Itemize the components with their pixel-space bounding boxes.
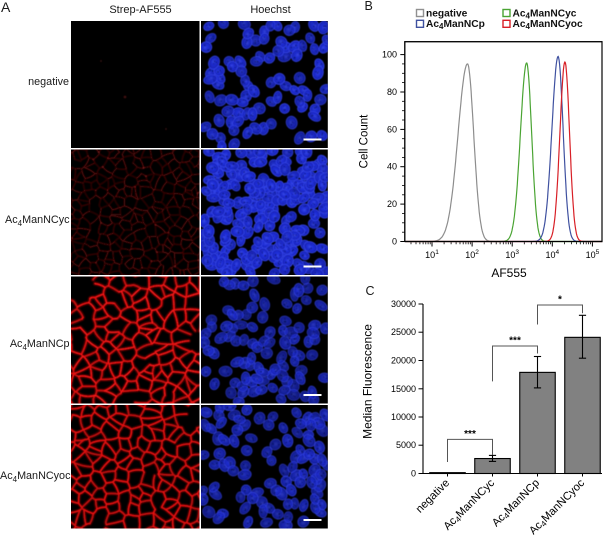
svg-text:30000: 30000 [391, 299, 416, 309]
svg-text:100: 100 [382, 50, 397, 60]
svg-text:Ac4ManNCp: Ac4ManNCp [426, 19, 485, 31]
svg-text:Ac4ManNCyoc: Ac4ManNCyoc [513, 19, 583, 31]
svg-text:60: 60 [387, 124, 397, 134]
svg-text:negative: negative [426, 8, 468, 19]
svg-text:negative: negative [414, 477, 452, 515]
svg-text:0: 0 [411, 469, 416, 479]
svg-text:102: 102 [465, 249, 479, 260]
svg-text:Cell Count: Cell Count [359, 114, 371, 168]
svg-text:10000: 10000 [391, 412, 416, 422]
svg-text:*: * [558, 295, 562, 306]
svg-text:15000: 15000 [391, 384, 416, 394]
svg-text:105: 105 [586, 249, 600, 260]
svg-text:40: 40 [387, 162, 397, 172]
svg-text:80: 80 [387, 87, 397, 97]
svg-text:***: *** [464, 429, 476, 440]
svg-text:5000: 5000 [396, 440, 416, 450]
svg-text:101: 101 [425, 249, 439, 260]
svg-text:25000: 25000 [391, 327, 416, 337]
svg-text:***: *** [509, 336, 521, 347]
svg-text:20000: 20000 [391, 356, 416, 366]
svg-text:104: 104 [545, 249, 559, 260]
svg-text:Ac4ManNCyc: Ac4ManNCyc [513, 8, 577, 20]
svg-text:Median Fluorescence: Median Fluorescence [361, 324, 375, 439]
svg-text:20: 20 [387, 199, 397, 209]
svg-text:103: 103 [505, 249, 519, 260]
svg-text:0: 0 [392, 237, 397, 247]
svg-text:AF555: AF555 [491, 266, 527, 280]
